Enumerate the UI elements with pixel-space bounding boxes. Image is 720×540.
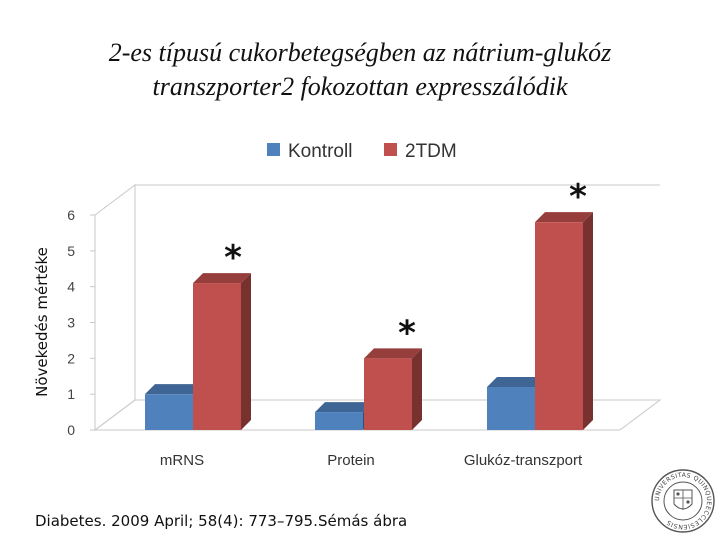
- bar-front: [145, 394, 193, 430]
- legend-swatch-kontroll: [267, 143, 280, 156]
- slide-title: 2-es típusú cukorbetegségben az nátrium-…: [20, 36, 700, 104]
- y-tick-label: 3: [67, 315, 75, 331]
- bar-front: [364, 358, 412, 430]
- y-tick-label: 1: [67, 386, 75, 402]
- title-line-2: transzporter2 fokozottan expresszálódik: [152, 72, 568, 101]
- bar-front: [487, 387, 535, 430]
- legend: Kontroll 2TDM: [267, 141, 457, 162]
- bar-2tdm-1: [364, 348, 422, 430]
- bar-top: [145, 384, 203, 395]
- bar-2tdm-2: [535, 212, 593, 430]
- bar-top: [487, 377, 545, 387]
- legend-label-kontroll: Kontroll: [288, 141, 352, 162]
- legend-swatch-2tdm: [384, 143, 397, 156]
- significance-asterisk: *: [569, 177, 587, 217]
- bar-top: [535, 212, 593, 223]
- y-axis-title: Növekedés mértéke: [33, 247, 51, 397]
- significance-asterisk: *: [224, 238, 242, 278]
- bar-2tdm-0: [193, 273, 251, 430]
- y-tick-label: 0: [67, 422, 75, 438]
- chart-floor: [93, 399, 662, 431]
- y-tick-label: 2: [67, 350, 75, 366]
- citation: Diabetes. 2009 April; 58(4): 773–795.: [35, 512, 318, 530]
- bars: [145, 212, 593, 430]
- title-line-1: 2-es típusú cukorbetegségben az nátrium-…: [108, 38, 612, 67]
- bar-top: [315, 402, 373, 413]
- bar-top: [193, 273, 251, 284]
- university-seal-logo: UNIVERSITAS QUINQUEECCLESIENSIS: [651, 469, 715, 533]
- x-tick-label: Protein: [327, 452, 375, 469]
- bar-front: [315, 412, 363, 430]
- bar-front: [535, 222, 583, 430]
- y-tick-label: 6: [67, 207, 75, 223]
- bar-side: [241, 273, 251, 430]
- y-tick-label: 4: [67, 279, 75, 295]
- bar-front: [193, 283, 241, 430]
- x-tick-label: Glukóz-transzport: [464, 452, 583, 469]
- chart-back-wall: [94, 184, 136, 431]
- bar-side: [583, 212, 593, 430]
- y-axis-ticks: 0 1 2 3 4 5 6: [67, 207, 95, 438]
- x-tick-label: mRNS: [160, 452, 204, 469]
- significance-marks: * * *: [224, 177, 587, 353]
- y-tick-label: 5: [67, 243, 75, 259]
- significance-asterisk: *: [398, 313, 416, 353]
- bar-top: [364, 348, 422, 359]
- bar-side: [412, 348, 422, 430]
- x-axis-labels: mRNS Protein Glukóz-transzport: [160, 452, 583, 469]
- image-credit: Sémás ábra: [318, 512, 408, 530]
- legend-label-2tdm: 2TDM: [405, 141, 457, 162]
